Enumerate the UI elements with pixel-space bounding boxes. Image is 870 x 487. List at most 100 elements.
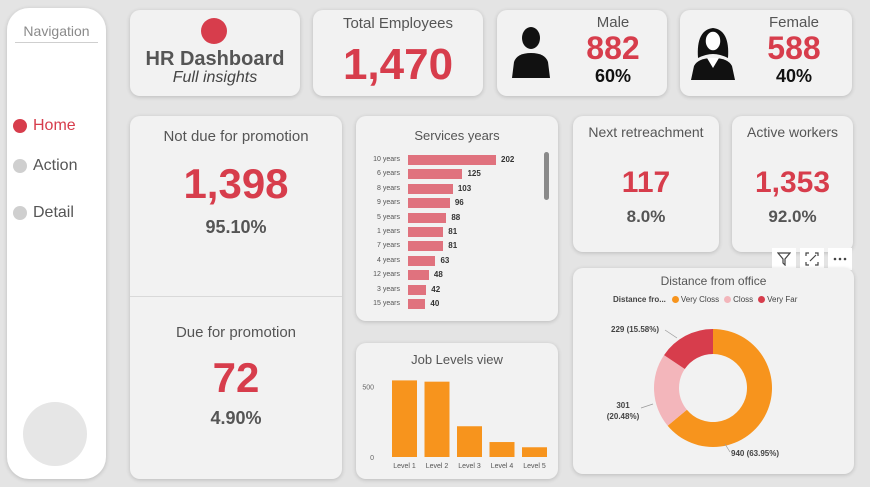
service-year-bar[interactable] — [408, 169, 463, 180]
service-year-row[interactable]: 9 years 96 — [362, 197, 542, 210]
service-year-row[interactable]: 1 years 81 — [362, 226, 542, 239]
service-year-row[interactable]: 7 years 81 — [362, 240, 542, 253]
job-levels-title: Job Levels view — [411, 352, 503, 367]
not-due-value: 1,398 — [183, 160, 289, 207]
service-year-value: 103 — [457, 183, 472, 193]
service-year-value: 96 — [454, 198, 464, 208]
service-year-label: 8 years — [377, 184, 400, 192]
legend-item-label[interactable]: Very Closs — [680, 295, 720, 304]
job-level-label: Level 4 — [491, 463, 514, 470]
service-year-label: 5 years — [377, 213, 400, 221]
navigation-divider — [15, 42, 98, 43]
service-year-bar[interactable] — [408, 299, 426, 309]
donut-slice[interactable] — [654, 355, 687, 426]
female-percent: 40% — [775, 66, 813, 86]
y-tick-label: 500 — [362, 384, 374, 391]
male-card: Male 882 60% — [497, 10, 667, 96]
navigation-title: Navigation — [23, 23, 90, 39]
focus-mode-icon[interactable] — [800, 248, 824, 270]
job-level-bar[interactable] — [522, 447, 547, 457]
services-years-bars: 10 years 202 6 years 125 8 years 103 9 years 96… — [362, 154, 542, 314]
service-year-row[interactable]: 3 years 42 — [362, 284, 542, 297]
job-level-bar[interactable] — [489, 442, 515, 457]
dashboard-title: HR Dashboard — [145, 48, 285, 70]
job-levels-chart: 0 500 Level 1 Level 2 Level 3 Level 4 Level 5 — [362, 380, 547, 470]
legend-item-label[interactable]: Very Far — [767, 295, 798, 304]
due-percent: 4.90% — [210, 408, 262, 428]
female-title: Female — [768, 14, 820, 31]
more-options-icon[interactable] — [828, 248, 852, 270]
service-year-bar[interactable] — [408, 241, 444, 252]
donut-slice[interactable] — [667, 329, 772, 448]
logo-dot-icon — [201, 18, 227, 44]
job-level-bar[interactable] — [457, 426, 482, 457]
services-years-title: Services years — [414, 128, 500, 143]
not-due-percent: 95.10% — [205, 217, 267, 237]
legend-title: Distance fro... — [613, 295, 666, 304]
service-year-row[interactable]: 10 years 202 — [362, 154, 542, 167]
service-year-value: 63 — [440, 255, 450, 265]
nav-item-action[interactable]: Action — [13, 157, 77, 175]
donut-leader-line — [664, 329, 678, 339]
service-year-value: 202 — [501, 155, 515, 164]
radio-dot-icon — [13, 119, 27, 133]
nav-item-label: Action — [33, 157, 78, 174]
service-year-row[interactable]: 4 years 63 — [362, 255, 542, 268]
active-workers-percent: 92.0% — [768, 207, 817, 226]
male-person-icon — [512, 27, 550, 78]
service-year-row[interactable]: 8 years 103 — [362, 183, 542, 196]
donut-slice[interactable] — [664, 329, 713, 370]
active-workers-title: Active workers — [746, 124, 839, 140]
service-year-bar[interactable] — [408, 212, 447, 223]
service-year-bar[interactable] — [408, 270, 429, 281]
service-year-row[interactable]: 5 years 88 — [362, 212, 542, 225]
service-year-value: 81 — [448, 241, 458, 251]
service-year-label: 7 years — [377, 242, 400, 250]
legend-dot-icon — [671, 296, 679, 303]
service-year-row[interactable]: 12 years 48 — [362, 269, 542, 282]
service-year-bar[interactable] — [408, 227, 444, 237]
service-year-bar[interactable] — [408, 198, 450, 209]
service-year-bar[interactable] — [408, 183, 453, 194]
radio-dot-icon — [13, 159, 27, 173]
nav-item-detail[interactable]: Detail — [13, 204, 74, 222]
job-level-bar[interactable] — [392, 380, 417, 457]
active-workers-card: Active workers 1,353 92.0% — [732, 116, 853, 252]
service-year-label: 9 years — [377, 199, 400, 207]
next-retreachment-percent: 8.0% — [626, 207, 666, 226]
job-level-bar[interactable] — [424, 381, 450, 457]
radio-dot-icon — [13, 206, 27, 220]
job-level-label: Level 5 — [523, 463, 546, 470]
donut-leader-line — [724, 443, 731, 453]
male-title: Male — [596, 14, 630, 31]
donut-data-label: 301 (20.48%) — [607, 401, 640, 421]
legend-item-label[interactable]: Closs — [733, 295, 754, 304]
due-title: Due for promotion — [175, 324, 297, 341]
service-year-row[interactable]: 15 years 40 — [362, 298, 542, 311]
service-year-bar[interactable] — [408, 155, 496, 165]
job-level-label: Level 2 — [426, 463, 449, 470]
total-employees-value: 1,470 — [342, 40, 454, 89]
total-employees-title: Total Employees — [342, 15, 454, 32]
next-retreachment-title: Next retreachment — [588, 124, 704, 140]
nav-item-label: Home — [33, 117, 76, 134]
nav-item-home[interactable]: Home — [13, 117, 76, 135]
service-year-row[interactable]: 6 years 125 — [362, 168, 542, 181]
filter-icon[interactable] — [772, 248, 796, 270]
promotion-divider — [130, 296, 342, 297]
service-year-value: 42 — [431, 284, 441, 294]
job-level-label: Level 3 — [458, 463, 481, 470]
service-year-bar[interactable] — [408, 284, 427, 295]
not-due-title: Not due for promotion — [163, 128, 309, 145]
total-employees-card: Total Employees 1,470 — [313, 10, 483, 96]
service-year-value: 125 — [467, 169, 481, 179]
service-year-value: 88 — [451, 212, 461, 222]
services-years-scrollbar[interactable] — [544, 152, 549, 200]
next-retreachment-card: Next retreachment 117 8.0% — [573, 116, 719, 252]
service-year-label: 1 years — [377, 228, 400, 235]
services-years-card: Services years 10 years 202 6 years 125 8 ye… — [356, 116, 558, 321]
navigation-panel: Navigation Home Action Detail — [7, 8, 106, 479]
donut-data-label: 229 (15.58%) — [611, 325, 659, 334]
female-person-icon — [691, 28, 735, 80]
service-year-bar[interactable] — [408, 255, 436, 266]
